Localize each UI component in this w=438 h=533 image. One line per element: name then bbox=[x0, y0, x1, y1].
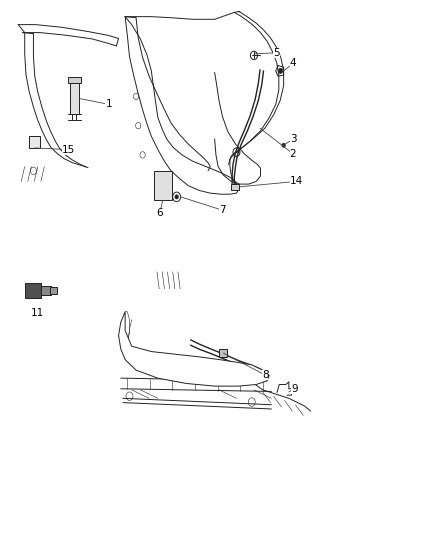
FancyBboxPatch shape bbox=[231, 183, 239, 190]
Polygon shape bbox=[119, 312, 269, 386]
FancyBboxPatch shape bbox=[219, 350, 227, 357]
Text: 14: 14 bbox=[240, 176, 303, 187]
Circle shape bbox=[279, 68, 283, 74]
FancyBboxPatch shape bbox=[50, 287, 57, 294]
Circle shape bbox=[175, 195, 178, 199]
Text: 7: 7 bbox=[180, 197, 226, 215]
Text: 8: 8 bbox=[223, 353, 268, 380]
FancyBboxPatch shape bbox=[29, 136, 40, 148]
FancyBboxPatch shape bbox=[70, 83, 79, 114]
Circle shape bbox=[159, 183, 166, 191]
Text: 3: 3 bbox=[284, 134, 297, 146]
Text: 1: 1 bbox=[79, 99, 112, 109]
Text: 4: 4 bbox=[284, 59, 297, 71]
FancyBboxPatch shape bbox=[153, 171, 172, 200]
Circle shape bbox=[282, 143, 286, 148]
Text: 5: 5 bbox=[254, 48, 280, 58]
FancyBboxPatch shape bbox=[68, 77, 81, 83]
Text: 2: 2 bbox=[260, 128, 297, 159]
Text: 6: 6 bbox=[156, 200, 163, 219]
Text: 9: 9 bbox=[289, 384, 298, 394]
FancyBboxPatch shape bbox=[25, 283, 41, 298]
Text: 11: 11 bbox=[31, 308, 44, 318]
Text: 15: 15 bbox=[35, 144, 75, 155]
Circle shape bbox=[233, 184, 237, 189]
FancyBboxPatch shape bbox=[41, 286, 50, 295]
Circle shape bbox=[156, 179, 170, 195]
